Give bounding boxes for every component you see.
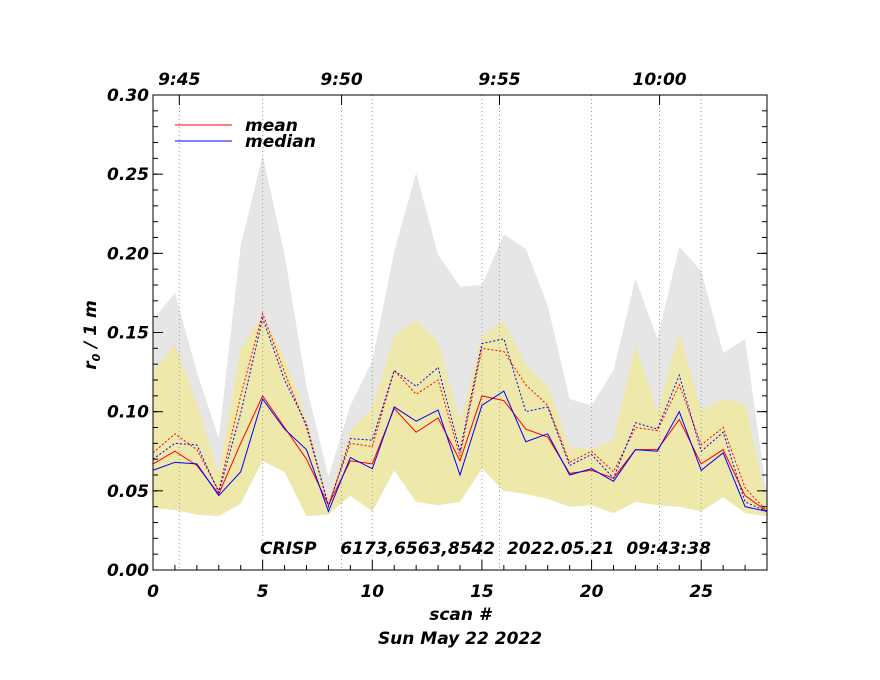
series-layer [152, 311, 768, 513]
x-tick-label-20: 20 [580, 582, 604, 602]
top-tick-label-3: 10:00 [632, 70, 686, 90]
y-tick-label-1: 0.05 [107, 482, 149, 502]
x-tick-label-5: 5 [257, 582, 269, 602]
y-axis-title: r0 / 1 m [81, 300, 103, 370]
y-axis-title-subscript: 0 [90, 353, 103, 361]
x-tick-label-15: 15 [470, 582, 494, 602]
y-tick-label-4: 0.20 [107, 244, 149, 264]
legend: mean median [175, 116, 316, 152]
y-tick-label-0: 0.00 [107, 561, 149, 581]
x-tick-label-0: 0 [147, 582, 159, 602]
y-tick-label-6: 0.30 [107, 86, 149, 106]
legend-label-mean: mean [245, 116, 298, 136]
series-median-solid [152, 390, 768, 513]
series-mean-dotted [152, 311, 768, 512]
bands-layer [153, 155, 767, 517]
x-tick-label-10: 10 [360, 582, 384, 602]
top-tick-label-0: 9:45 [158, 70, 200, 90]
tick-labels-layer: 0 5 10 15 20 25 0.00 0.05 0.10 0.15 0.20 0.25 0.30 9:… [107, 70, 713, 602]
chart-annotation: CRISP 6173,6563,8542 2022.05.21 09:43:38 [260, 539, 711, 559]
x-tick-label-25: 25 [689, 582, 713, 602]
legend-label-median: median [245, 132, 316, 152]
date-label: Sun May 22 2022 [378, 629, 542, 649]
y-tick-label-3: 0.15 [107, 324, 149, 344]
y-axis-title-main: r [81, 360, 101, 370]
series-mean-solid [152, 394, 768, 512]
y-tick-label-5: 0.25 [107, 165, 149, 185]
band-inner [153, 315, 767, 517]
top-tick-label-1: 9:50 [320, 70, 362, 90]
top-tick-label-2: 9:55 [478, 70, 520, 90]
ticks-layer [152, 94, 768, 571]
y-tick-label-2: 0.10 [107, 403, 149, 423]
series-median-dotted [152, 316, 768, 512]
x-axis-title: scan # [429, 605, 493, 625]
y-axis-title-suffix: / 1 m [81, 300, 101, 354]
